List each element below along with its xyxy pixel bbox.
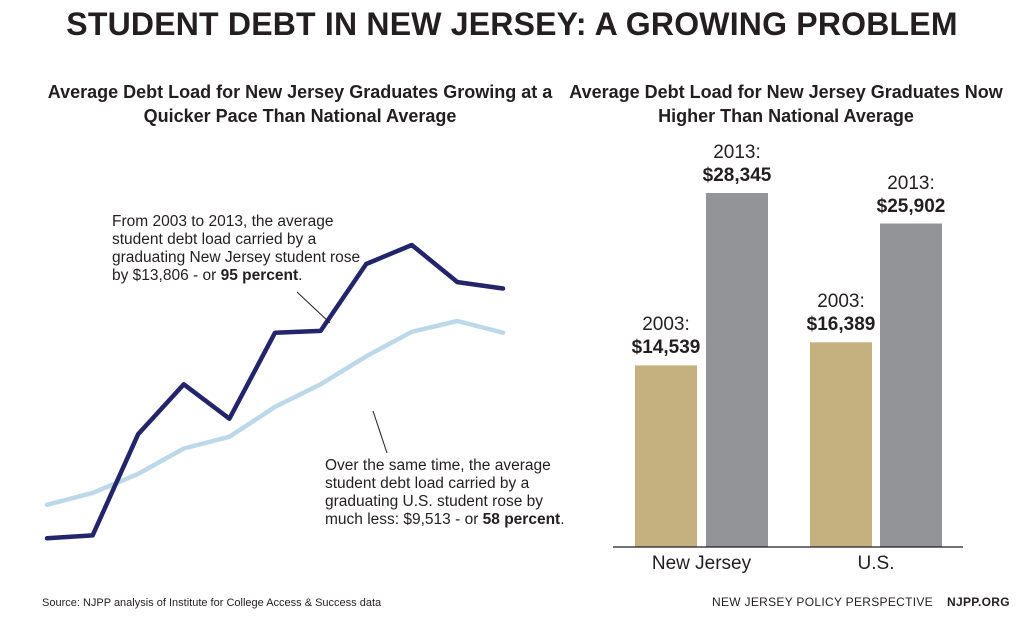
bar-chart-title: Average Debt Load for New Jersey Graduat…	[569, 82, 1003, 126]
bar-value-label: 2013: $25,902	[860, 172, 962, 218]
bar-chart	[613, 193, 963, 548]
us-annotation-text: Over the same time, the average student …	[325, 457, 551, 528]
line-chart-title: Average Debt Load for New Jersey Graduat…	[47, 82, 553, 126]
us-annotation: Over the same time, the average student …	[325, 457, 565, 529]
us-annotation-percent: 58 percent	[482, 511, 561, 528]
source-note: Source: NJPP analysis of Institute for C…	[42, 597, 382, 609]
nj-leader-line	[296, 291, 331, 324]
line-chart	[44, 242, 506, 541]
footer-brand: NEW JERSEY POLICY PERSPECTIVE NJPP.ORG	[712, 595, 1010, 609]
bar-year-label: 2013:	[887, 172, 935, 194]
bar-year-label: 2013:	[713, 142, 761, 163]
bar-amount-label: $28,345	[702, 165, 772, 186]
bar-us-2003	[810, 342, 872, 547]
bar-year-label: 2003:	[642, 314, 690, 336]
bar-value-label: 2003: $16,389	[790, 290, 892, 336]
category-label: New Jersey	[651, 553, 752, 574]
bar-year-label: 2003:	[817, 291, 865, 313]
nj-series-line	[44, 242, 506, 541]
bar-amount-label: $14,539	[631, 337, 701, 359]
bar-nj-2013	[706, 193, 768, 547]
nj-annotation-text: From 2003 to 2013, the average student d…	[112, 213, 361, 284]
bar-us-2013	[880, 223, 942, 547]
nj-annotation-end: .	[298, 267, 303, 284]
category-label: U.S.	[857, 553, 895, 574]
bar-nj-2003	[635, 365, 697, 547]
page-title: STUDENT DEBT IN NEW JERSEY: A GROWING PR…	[66, 6, 958, 42]
bar-amount-label: $25,902	[876, 195, 946, 217]
nj-annotation-percent: 95 percent	[220, 267, 299, 284]
org-name: NEW JERSEY POLICY PERSPECTIVE	[712, 595, 933, 609]
nj-annotation: From 2003 to 2013, the average student d…	[112, 213, 372, 285]
org-url: NJPP.ORG	[947, 595, 1010, 609]
bar-value-label: 2003: $14,539	[615, 313, 717, 359]
bar-amount-label: $16,389	[806, 314, 876, 336]
us-annotation-end: .	[560, 511, 565, 528]
us-series-line	[44, 318, 506, 508]
bar-value-label: 2013: $28,345	[686, 141, 788, 187]
us-leader-line	[372, 410, 388, 454]
